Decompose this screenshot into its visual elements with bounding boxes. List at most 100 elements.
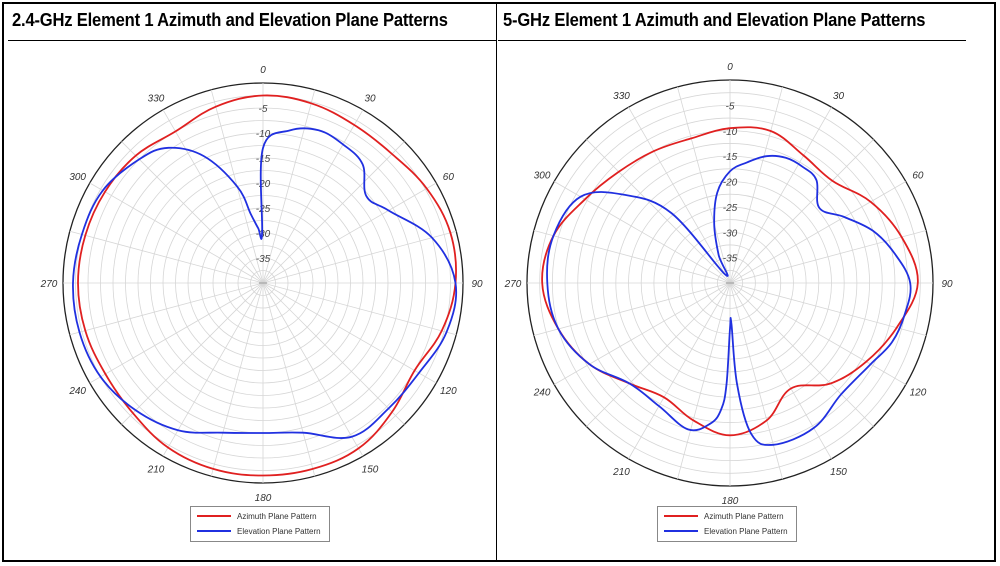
legend-swatch-elevation — [664, 530, 698, 532]
chart-title-right: 5-GHz Element 1 Azimuth and Elevation Pl… — [503, 10, 926, 30]
angle-tick-label: 120 — [910, 388, 927, 399]
radial-tick-label: -30 — [256, 229, 271, 240]
radial-tick-label: -15 — [256, 154, 271, 165]
angle-tick-label: 60 — [912, 171, 924, 182]
polar-chart-5ghz: 0 30 60 90 120 150 180 210 240 270 300 330 -5 -10 -15 -… — [504, 62, 953, 507]
legend-label-elevation: Elevation Plane Pattern — [704, 526, 788, 536]
polar-grid — [526, 79, 934, 487]
grid-spoke — [262, 182, 437, 284]
series-azimuth-curve — [77, 94, 458, 477]
angle-tick-label: 0 — [727, 62, 733, 73]
grid-spoke — [729, 181, 907, 284]
grid-spoke — [262, 89, 316, 284]
radial-tick-label: -25 — [723, 203, 738, 214]
grid-spoke — [729, 106, 832, 284]
legend-label-elevation: Elevation Plane Pattern — [237, 526, 321, 536]
radial-tick-label: -20 — [723, 178, 738, 189]
grid-spoke — [729, 139, 874, 284]
grid-spoke — [729, 282, 927, 336]
grid-spoke — [729, 282, 874, 427]
grid-spoke — [553, 282, 731, 385]
angle-tick-label: 330 — [613, 91, 630, 102]
angle-tick-label: 240 — [533, 388, 551, 399]
grid-spoke — [69, 230, 264, 284]
angle-tick-label: 270 — [504, 279, 522, 290]
radial-tick-label: -35 — [723, 254, 738, 265]
grid-spoke — [262, 282, 316, 477]
radial-tick-label: -15 — [723, 152, 738, 163]
angle-tick-label: 180 — [722, 496, 739, 507]
grid-spoke — [533, 282, 731, 336]
grid-spoke — [262, 282, 405, 425]
grid-spoke — [553, 181, 731, 284]
chart-title-left: 2.4-GHz Element 1 Azimuth and Elevation … — [12, 10, 448, 30]
grid-spoke — [121, 282, 264, 425]
legend-5ghz: Azimuth Plane Pattern Elevation Plane Pa… — [657, 506, 797, 542]
radial-tick-label: -35 — [256, 254, 271, 265]
grid-spoke — [89, 282, 264, 384]
grid-spoke — [729, 230, 927, 284]
grid-spoke — [162, 109, 264, 284]
legend-item-azimuth: Azimuth Plane Pattern — [658, 509, 796, 523]
radial-tick-label: -10 — [723, 127, 738, 138]
legend-item-elevation: Elevation Plane Pattern — [191, 524, 329, 538]
grid-spoke — [262, 282, 437, 384]
angle-tick-label: 90 — [471, 279, 483, 290]
grid-spoke — [586, 282, 731, 427]
grid-spoke — [121, 141, 264, 284]
grid-spoke — [533, 230, 731, 284]
grid-spoke — [262, 282, 364, 457]
radial-tick-label: -5 — [259, 104, 268, 115]
angle-tick-label: 90 — [941, 279, 953, 290]
legend-2-4ghz: Azimuth Plane Pattern Elevation Plane Pa… — [190, 506, 330, 542]
angle-tick-label: 120 — [440, 386, 457, 397]
radial-tick-label: -10 — [256, 129, 271, 140]
angle-tick-label: 150 — [830, 467, 847, 478]
angle-tick-label: 60 — [443, 172, 455, 183]
grid-spoke — [729, 282, 783, 480]
radial-tick-label: -30 — [723, 228, 738, 239]
legend-swatch-azimuth — [197, 515, 231, 517]
angle-tick-label: 210 — [612, 467, 630, 478]
polar-grid — [62, 82, 464, 484]
angle-tick-label: 210 — [147, 464, 165, 475]
polar-chart-2-4ghz: 0 30 60 90 120 150 180 210 240 270 300 330 -5 -10 -15 -… — [40, 65, 483, 504]
series-elevation-curve — [72, 127, 458, 439]
grid-spoke — [262, 141, 405, 284]
series-elevation-curve — [546, 154, 912, 446]
grid-spoke — [628, 106, 731, 284]
grid-spoke — [729, 282, 832, 460]
angle-tick-label: 240 — [68, 386, 86, 397]
series-azimuth-curve — [541, 126, 919, 437]
grid-spoke — [262, 109, 364, 284]
radial-tick-label: -20 — [256, 179, 271, 190]
angle-tick-label: 300 — [534, 171, 551, 182]
angle-tick-label: 330 — [148, 94, 165, 105]
title-rule-left — [8, 40, 496, 41]
legend-swatch-elevation — [197, 530, 231, 532]
angle-tick-label: 300 — [69, 172, 86, 183]
title-rule-right — [498, 40, 966, 41]
radial-tick-label: -25 — [256, 204, 271, 215]
legend-label-azimuth: Azimuth Plane Pattern — [237, 511, 317, 521]
grid-spoke — [162, 282, 264, 457]
grid-spoke — [262, 230, 457, 284]
angle-tick-label: 30 — [833, 91, 845, 102]
grid-spoke — [69, 282, 264, 336]
grid-spoke — [262, 282, 457, 336]
grid-spoke — [677, 86, 731, 284]
angle-tick-label: 180 — [255, 493, 272, 504]
grid-spoke — [677, 282, 731, 480]
panel-divider — [496, 4, 497, 560]
radial-tick-label: -5 — [726, 101, 735, 112]
grid-spoke — [586, 139, 731, 284]
grid-spoke — [729, 282, 907, 385]
angle-tick-label: 30 — [364, 94, 376, 105]
angle-tick-label: 270 — [40, 279, 58, 290]
grid-spoke — [729, 86, 783, 284]
grid-spoke — [89, 182, 264, 284]
angle-tick-label: 0 — [260, 65, 266, 76]
legend-item-azimuth: Azimuth Plane Pattern — [191, 509, 329, 523]
angle-tick-label: 150 — [362, 464, 379, 475]
